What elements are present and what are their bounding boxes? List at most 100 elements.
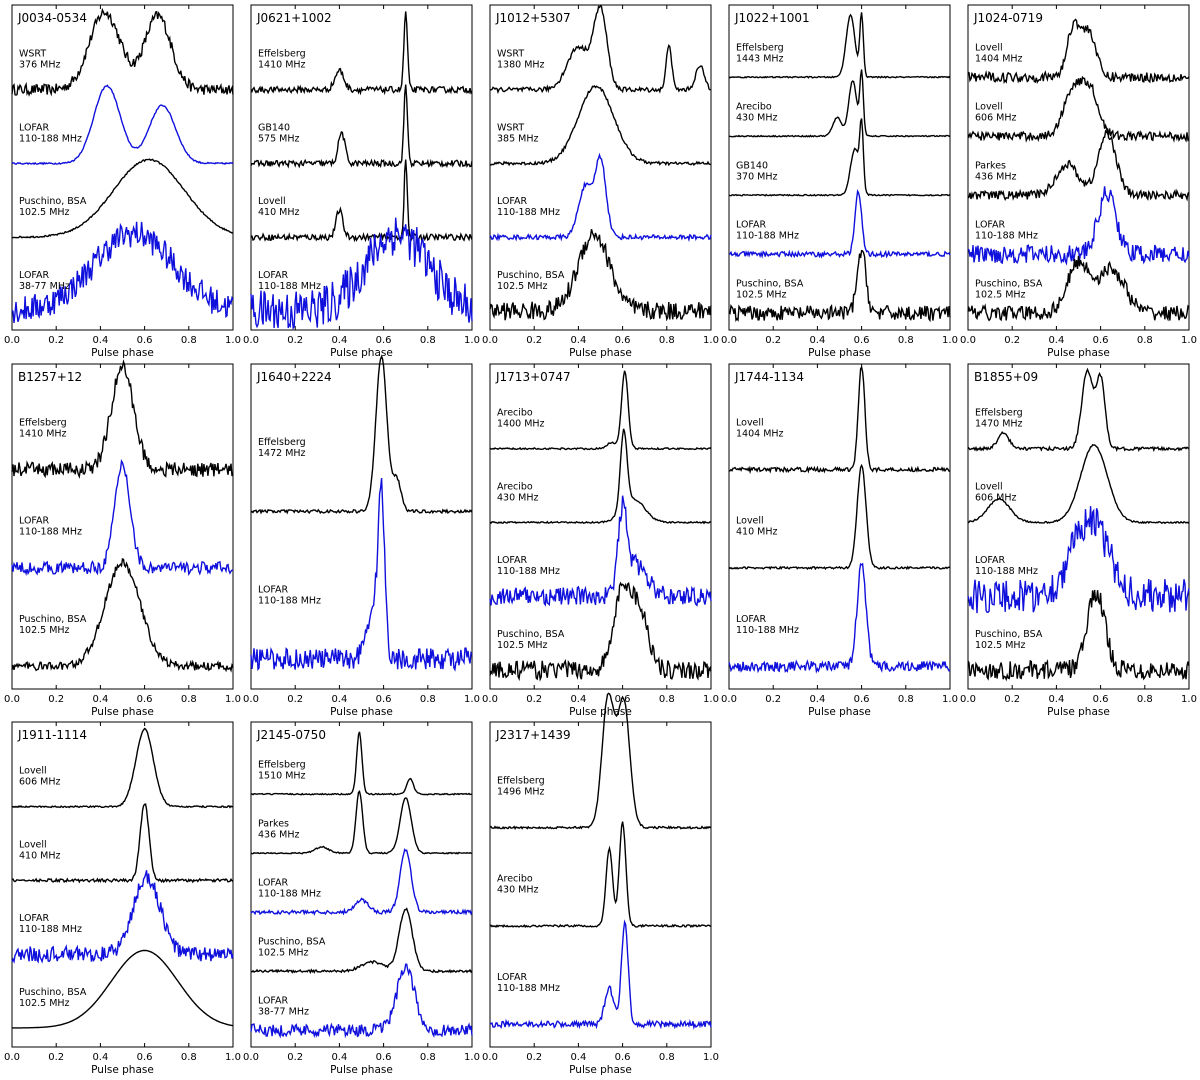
frequency-label: 110-188 MHz — [19, 924, 82, 935]
profile-line-puschino-bsa — [12, 949, 234, 1029]
profile-line-lofar — [250, 217, 473, 330]
frequency-label: 38-77 MHz — [258, 1007, 309, 1018]
profile-line-lofar — [250, 963, 473, 1039]
profile-line-lofar — [489, 495, 712, 607]
telescope-label: Lovell — [975, 43, 1003, 54]
profile-line-lovell — [11, 727, 234, 809]
x-tick-label: 0.6 — [854, 694, 870, 705]
x-tick-label: 1.0 — [703, 694, 719, 705]
pulsar-panel-J1012+5307: J1012+5307 0.0 0.2 0.4 0.6 0.8 1.0 Pulse phase W… — [482, 4, 719, 359]
telescope-label: Effelsberg — [258, 437, 306, 448]
profile-line-puschino-bsa — [11, 558, 234, 673]
x-tick-label: 1.0 — [942, 694, 958, 705]
frequency-label: 410 MHz — [258, 207, 299, 218]
frequency-label: 110-188 MHz — [497, 566, 560, 577]
frequency-label: 575 MHz — [258, 133, 299, 144]
profile-line-gb140 — [728, 118, 951, 197]
frequency-label: 376 MHz — [19, 60, 60, 71]
telescope-label: Arecibo — [736, 102, 772, 113]
telescope-label: LOFAR — [258, 585, 289, 596]
x-axis-label: Pulse phase — [569, 1064, 632, 1076]
frequency-label: 110-188 MHz — [258, 889, 321, 900]
telescope-label: Effelsberg — [258, 760, 306, 771]
pulsar-name: J1024-0719 — [973, 11, 1043, 25]
x-tick-label: 0.6 — [137, 1052, 153, 1063]
frequency-label: 102.5 MHz — [975, 640, 1026, 651]
frequency-label: 102.5 MHz — [19, 998, 70, 1009]
pulsar-name: B1257+12 — [18, 370, 82, 384]
telescope-label: LOFAR — [736, 614, 767, 625]
profile-line-effelsberg — [967, 367, 1190, 453]
profile-line-arecibo — [489, 370, 712, 451]
x-tick-label: 1.0 — [225, 335, 241, 346]
profile-line-puschino-bsa — [967, 589, 1190, 682]
x-tick-label: 0.4 — [1048, 335, 1064, 346]
pulsar-panel-J1022+1001: J1022+1001 0.0 0.2 0.4 0.6 0.8 1.0 Pulse phase E… — [721, 4, 958, 359]
telescope-label: Puschino, BSA — [975, 629, 1043, 640]
pulsar-panel-J2145-0750: J2145-0750 0.0 0.2 0.4 0.6 0.8 1.0 Pulse phase E… — [243, 721, 480, 1076]
frequency-label: 102.5 MHz — [258, 948, 309, 959]
x-axis-label: Pulse phase — [91, 347, 154, 359]
x-tick-label: 0.0 — [4, 1052, 20, 1063]
frequency-label: 1410 MHz — [258, 60, 306, 71]
x-tick-label: 0.8 — [659, 335, 675, 346]
telescope-label: Effelsberg — [975, 408, 1023, 419]
profile-line-puschino-bsa — [489, 229, 712, 322]
x-tick-label: 0.4 — [570, 694, 586, 705]
telescope-label: LOFAR — [258, 270, 289, 281]
x-axis-label: Pulse phase — [1047, 347, 1110, 359]
frequency-label: 385 MHz — [497, 133, 538, 144]
pulsar-panel-J1713+0747: J1713+0747 0.0 0.2 0.4 0.6 0.8 1.0 Pulse phase A… — [482, 363, 719, 718]
profile-line-lofar — [967, 506, 1190, 614]
x-tick-label: 0.6 — [615, 1052, 631, 1063]
frequency-label: 1410 MHz — [19, 428, 67, 439]
profile-line-effelsberg — [11, 359, 234, 480]
frequency-label: 110-188 MHz — [736, 625, 799, 636]
x-tick-label: 0.2 — [287, 694, 303, 705]
x-tick-label: 0.4 — [92, 335, 108, 346]
pulsar-panel-J0621+1002: J0621+1002 0.0 0.2 0.4 0.6 0.8 1.0 Pulse phase E… — [243, 4, 480, 359]
x-tick-label: 0.6 — [376, 694, 392, 705]
frequency-label: 1496 MHz — [497, 786, 545, 797]
frequency-label: 38-77 MHz — [19, 281, 70, 292]
telescope-label: Effelsberg — [19, 417, 67, 428]
profile-line-lofar — [250, 848, 473, 916]
telescope-label: WSRT — [497, 122, 524, 133]
pulsar-name: J2145-0750 — [256, 728, 326, 742]
profile-line-lofar — [11, 458, 233, 577]
telescope-label: LOFAR — [975, 555, 1006, 566]
x-tick-label: 0.2 — [287, 1052, 303, 1063]
frequency-label: 430 MHz — [497, 492, 538, 503]
x-tick-label: 0.2 — [765, 694, 781, 705]
x-tick-label: 0.6 — [376, 1052, 392, 1063]
profile-line-lovell — [967, 18, 1190, 84]
frequency-label: 436 MHz — [975, 172, 1016, 183]
pulsar-name: J1640+2224 — [256, 370, 332, 384]
x-tick-label: 0.8 — [898, 694, 914, 705]
x-tick-label: 0.4 — [1048, 694, 1064, 705]
frequency-label: 102.5 MHz — [497, 640, 548, 651]
x-tick-label: 0.4 — [570, 1052, 586, 1063]
pulsar-name: B1855+09 — [974, 370, 1038, 384]
x-tick-label: 1.0 — [942, 335, 958, 346]
telescope-label: LOFAR — [19, 122, 50, 133]
x-axis-label: Pulse phase — [808, 347, 871, 359]
frequency-label: 102.5 MHz — [497, 281, 548, 292]
x-tick-label: 0.0 — [243, 694, 259, 705]
x-tick-label: 0.2 — [287, 335, 303, 346]
pulsar-panel-J1024-0719: J1024-0719 0.0 0.2 0.4 0.6 0.8 1.0 Pulse phase L… — [960, 4, 1197, 359]
pulsar-name: J0034-0534 — [17, 11, 87, 25]
profile-line-wsrt — [489, 4, 712, 95]
profile-line-lofar — [967, 186, 1190, 266]
x-tick-label: 0.6 — [615, 694, 631, 705]
telescope-label: Lovell — [975, 481, 1003, 492]
frequency-label: 430 MHz — [736, 113, 777, 124]
panel-frame — [489, 721, 712, 1048]
x-axis-label: Pulse phase — [808, 706, 871, 718]
telescope-label: LOFAR — [497, 196, 528, 207]
pulsar-panel-B1257+12: B1257+12 0.0 0.2 0.4 0.6 0.8 1.0 Pulse phase Eff… — [4, 359, 241, 718]
x-tick-label: 0.8 — [181, 694, 197, 705]
x-tick-label: 0.8 — [1137, 335, 1153, 346]
panel-frame — [728, 363, 951, 690]
x-tick-label: 0.8 — [659, 694, 675, 705]
